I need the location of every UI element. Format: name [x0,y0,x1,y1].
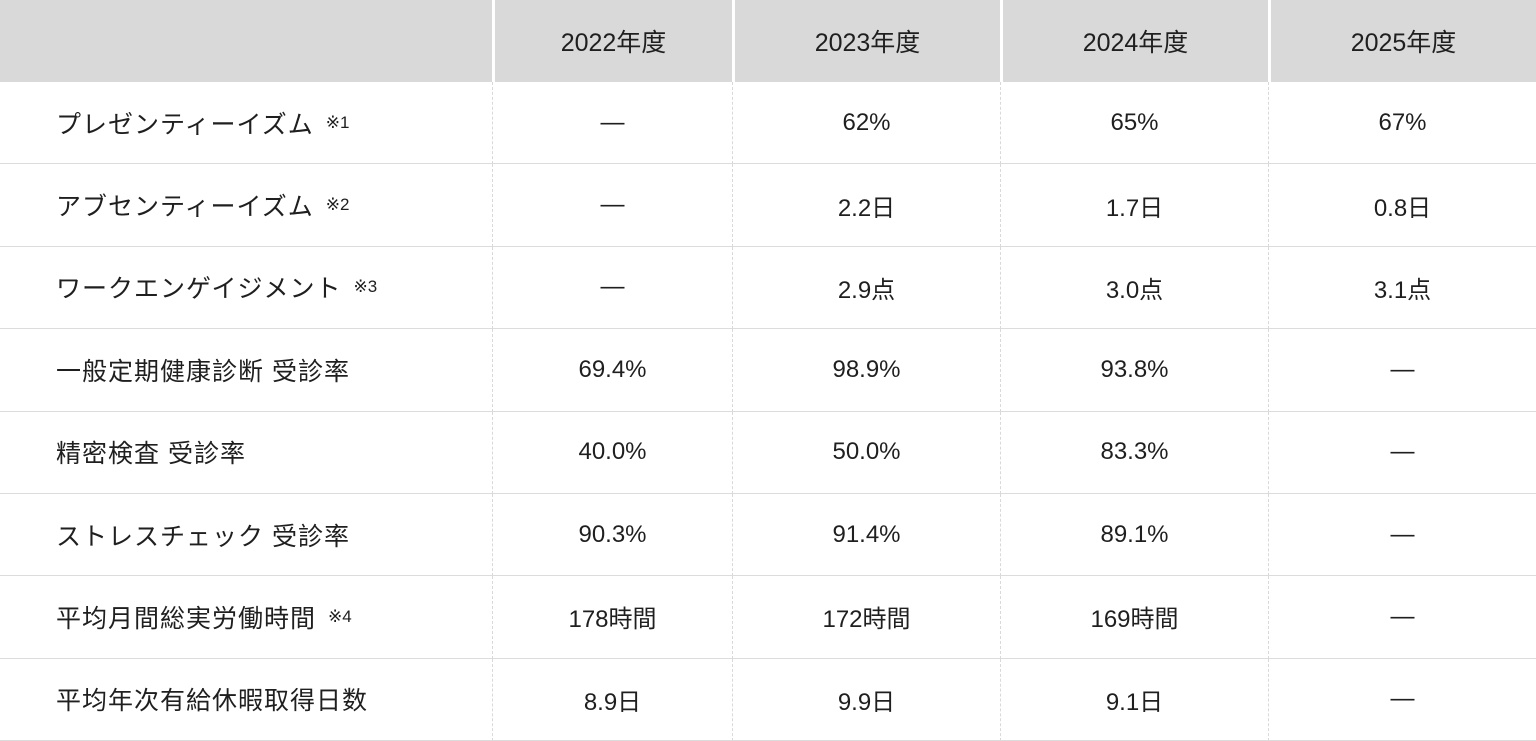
cell-detailed-exam-2024: 83.3% [1000,411,1268,494]
cell-work-engagement-2023: 2.9点 [732,246,1000,330]
cell-stress-check-2022: 90.3% [492,493,732,577]
row-label-text: 精密検査 受診率 [56,440,246,469]
cell-detailed-exam-2022: 40.0% [492,411,732,494]
row-label-stress-check-rate: ストレスチェック 受診率 [0,494,492,577]
cell-general-checkup-2024: 93.8% [1000,329,1268,412]
row-label-avg-paid-leave-days: 平均年次有給休暇取得日数 [0,659,492,741]
cell-work-hours-2025: — [1268,576,1536,659]
cell-paid-leave-2022: 8.9日 [492,658,732,741]
header-year-2022: 2022年度 [492,0,732,82]
cell-general-checkup-2022: 69.4% [492,329,732,412]
cell-presenteeism-2023: 62% [732,82,1000,165]
row-label-text: アブセンティーイズム [56,193,314,222]
row-label-text: 一般定期健康診断 受診率 [56,357,350,386]
row-label-note: ※3 [353,277,378,297]
row-label-general-checkup-rate: 一般定期健康診断 受診率 [0,329,492,412]
header-year-2025: 2025年度 [1268,0,1536,82]
cell-stress-check-2023: 91.4% [732,493,1000,577]
cell-general-checkup-2023: 98.9% [732,329,1000,412]
cell-work-engagement-2024: 3.0点 [1000,246,1268,330]
row-label-text: プレゼンティーイズム [56,110,314,139]
cell-work-engagement-2022: — [492,246,732,330]
cell-paid-leave-2025: — [1268,658,1536,741]
cell-presenteeism-2022: — [492,82,732,165]
row-label-work-engagement: ワークエンゲイジメント ※3 [0,247,492,330]
row-label-text: 平均月間総実労働時間 [56,604,317,633]
cell-absenteeism-2025: 0.8日 [1268,164,1536,247]
row-label-note: ※2 [325,195,350,215]
cell-work-hours-2023: 172時間 [732,576,1000,659]
cell-work-engagement-2025: 3.1点 [1268,246,1536,330]
cell-presenteeism-2025: 67% [1268,82,1536,165]
row-label-note: ※4 [328,606,352,626]
cell-detailed-exam-2023: 50.0% [732,411,1000,494]
cell-detailed-exam-2025: — [1268,411,1536,494]
header-year-2023: 2023年度 [732,0,1000,82]
row-label-absenteeism: アブセンティーイズム ※2 [0,164,492,247]
cell-stress-check-2024: 89.1% [1000,493,1268,577]
cell-stress-check-2025: — [1268,493,1536,577]
cell-absenteeism-2022: — [492,164,732,247]
header-corner-cell [0,0,492,82]
cell-work-hours-2024: 169時間 [1000,576,1268,659]
row-label-note: ※1 [325,112,350,132]
row-label-text: ワークエンゲイジメント [56,275,342,304]
cell-absenteeism-2023: 2.2日 [732,164,1000,247]
header-year-2024: 2024年度 [1000,0,1268,82]
row-label-text: 平均年次有給休暇取得日数 [56,687,369,716]
cell-general-checkup-2025: — [1268,329,1536,412]
row-label-text: ストレスチェック 受診率 [56,522,350,551]
cell-absenteeism-2024: 1.7日 [1000,164,1268,247]
cell-presenteeism-2024: 65% [1000,82,1268,165]
cell-paid-leave-2024: 9.1日 [1000,658,1268,741]
row-label-avg-monthly-work-hours: 平均月間総実労働時間 ※4 [0,576,492,659]
cell-paid-leave-2023: 9.9日 [732,658,1000,741]
cell-work-hours-2022: 178時間 [492,576,732,659]
row-label-presenteeism: プレゼンティーイズム ※1 [0,82,492,165]
row-label-detailed-exam-rate: 精密検査 受診率 [0,412,492,494]
